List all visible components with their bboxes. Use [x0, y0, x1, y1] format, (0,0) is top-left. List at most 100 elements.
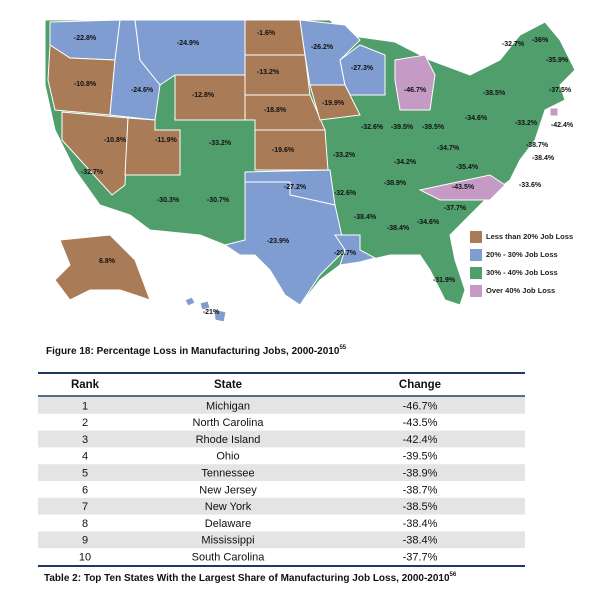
map-label: -34.6%	[465, 115, 488, 122]
map-label: -43.5%	[452, 184, 475, 191]
map-label: -42.4%	[551, 122, 574, 129]
map-label: -10.8%	[74, 81, 97, 88]
state-region	[213, 308, 227, 323]
map-label: -30.7%	[207, 197, 230, 204]
table-cell: 5	[82, 468, 88, 480]
map-label: -37.7%	[444, 205, 467, 212]
table-cell: 1	[82, 400, 88, 412]
legend-label: 30% - 40% Job Loss	[486, 268, 558, 277]
map-label: -26.2%	[311, 44, 334, 51]
table-cell: -46.7%	[403, 400, 438, 412]
table-cell: Michigan	[206, 400, 250, 412]
map-label: -33.6%	[519, 182, 542, 189]
table: Rank State Change 1 Michigan -46.7% 2 North Car…	[38, 372, 525, 567]
row-band	[38, 531, 525, 549]
map-label: -32.7%	[502, 41, 525, 48]
map-label: -32.7%	[81, 169, 104, 176]
map-label: -38.5%	[483, 90, 506, 97]
table-caption: Table 2: Top Ten States With the Largest…	[44, 572, 457, 584]
legend-swatch	[470, 285, 482, 297]
table-cell: 3	[82, 434, 88, 446]
table-cell: 4	[82, 451, 88, 463]
table-cell: Mississippi	[201, 535, 254, 547]
state-region	[124, 117, 181, 176]
map-label: -39.5%	[422, 124, 445, 131]
legend-swatch	[470, 249, 482, 261]
row-band	[38, 497, 525, 515]
table-cell: Tennessee	[201, 468, 254, 480]
map-label: -35.9%	[546, 57, 569, 64]
map-label: -34.2%	[394, 159, 417, 166]
table-cell: -38.4%	[403, 535, 438, 547]
table-cell: 9	[82, 535, 88, 547]
table-cell: New Jersey	[199, 484, 257, 496]
map-label: -38.4%	[532, 155, 555, 162]
map-label: -30.3%	[157, 197, 180, 204]
map-label: -21%	[203, 309, 220, 316]
table-cell: 2	[82, 417, 88, 429]
map-label: -23.9%	[267, 238, 290, 245]
map-label: -12.8%	[192, 92, 215, 99]
table-cell: -39.5%	[403, 451, 438, 463]
map-label: -33.2%	[333, 152, 356, 159]
map-label: -22.8%	[74, 35, 97, 42]
map-label: -38.4%	[354, 214, 377, 221]
legend-swatch	[470, 231, 482, 243]
map-label: -32.6%	[361, 124, 384, 131]
map-label: -27.2%	[284, 184, 307, 191]
row-band	[38, 464, 525, 481]
state-region	[199, 300, 211, 311]
state-region	[334, 234, 377, 266]
map: -22.8% -24.9% -1.6% -26.2% -27.3% -46.7% -32.7…	[44, 19, 576, 323]
table-cell: -38.9%	[403, 468, 438, 480]
state-region	[184, 296, 196, 307]
figure-caption: Figure 18: Percentage Loss in Manufactur…	[46, 345, 347, 357]
caption-text: Figure 18: Percentage Loss in Manufactur…	[46, 346, 340, 357]
map-label: -34.7%	[437, 145, 460, 152]
map-label: -19.6%	[272, 147, 295, 154]
state-region	[309, 84, 361, 121]
map-label: -13.2%	[257, 69, 280, 76]
map-label: -34.6%	[417, 219, 440, 226]
table-cell: Rhode Island	[196, 434, 261, 446]
legend-label: 20% - 30% Job Loss	[486, 250, 558, 259]
table-cell: -43.5%	[403, 417, 438, 429]
table-header: Change	[399, 379, 441, 391]
map-label: -10.8%	[104, 137, 127, 144]
map-label: -46.7%	[404, 87, 427, 94]
map-label: -27.3%	[351, 65, 374, 72]
state-region	[549, 107, 559, 117]
state-region	[223, 181, 346, 306]
map-label: -37.5%	[549, 87, 572, 94]
table-cell: South Carolina	[192, 552, 266, 564]
map-label: -35.4%	[456, 164, 479, 171]
table-cell: 8	[82, 518, 88, 530]
map-label: -20.7%	[334, 250, 357, 257]
caption-note: 55	[339, 345, 346, 351]
table-cell: -42.4%	[403, 434, 438, 446]
map-label: -24.6%	[131, 87, 154, 94]
map-label: -33.2%	[209, 140, 232, 147]
table-cell: -38.5%	[403, 501, 438, 513]
table-header: State	[214, 379, 242, 391]
table-cell: Ohio	[216, 451, 239, 463]
legend-swatch	[470, 267, 482, 279]
map-label: -33.2%	[515, 120, 538, 127]
state-region	[244, 19, 306, 56]
caption-text: Table 2: Top Ten States With the Largest…	[44, 573, 450, 584]
legend-label: Less than 20% Job Loss	[486, 232, 573, 241]
table-cell: 6	[82, 484, 88, 496]
table-cell: -38.7%	[403, 484, 438, 496]
map-label: -31.9%	[433, 277, 456, 284]
state-region	[394, 54, 436, 111]
table-cell: 10	[79, 552, 91, 564]
map-label: -39.5%	[391, 124, 414, 131]
table-cell: -37.7%	[403, 552, 438, 564]
map-label: -38.9%	[384, 180, 407, 187]
map-label: -38.7%	[526, 142, 549, 149]
state-region	[54, 234, 151, 301]
row-band	[38, 430, 525, 448]
map-label: -32.6%	[334, 190, 357, 197]
map-label: -11.9%	[155, 137, 178, 144]
